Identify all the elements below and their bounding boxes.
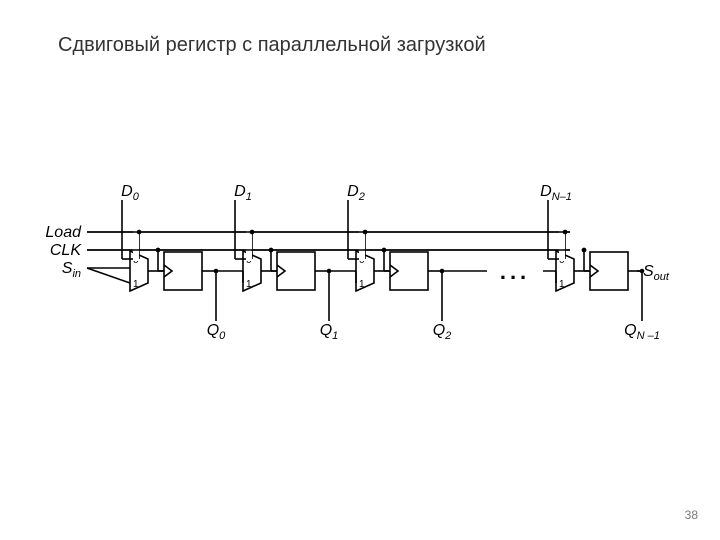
svg-text:Load: Load <box>45 224 82 241</box>
svg-text:Q0: Q0 <box>207 322 226 342</box>
shift-register-diagram: LoadCLKSin01D0Q001D1Q101D2Q201DN–1QN –1.… <box>0 0 720 540</box>
svg-text:QN –1: QN –1 <box>624 322 660 342</box>
svg-text:1: 1 <box>246 279 252 290</box>
svg-text:Q1: Q1 <box>320 322 339 342</box>
svg-text:Sin: Sin <box>62 260 81 280</box>
svg-text:1: 1 <box>359 279 365 290</box>
svg-text:Sout: Sout <box>643 263 670 283</box>
svg-text:1: 1 <box>133 279 139 290</box>
svg-text:CLK: CLK <box>50 242 82 259</box>
svg-text:Q2: Q2 <box>433 322 452 342</box>
svg-text:1: 1 <box>559 279 565 290</box>
svg-text:...: ... <box>500 259 530 284</box>
